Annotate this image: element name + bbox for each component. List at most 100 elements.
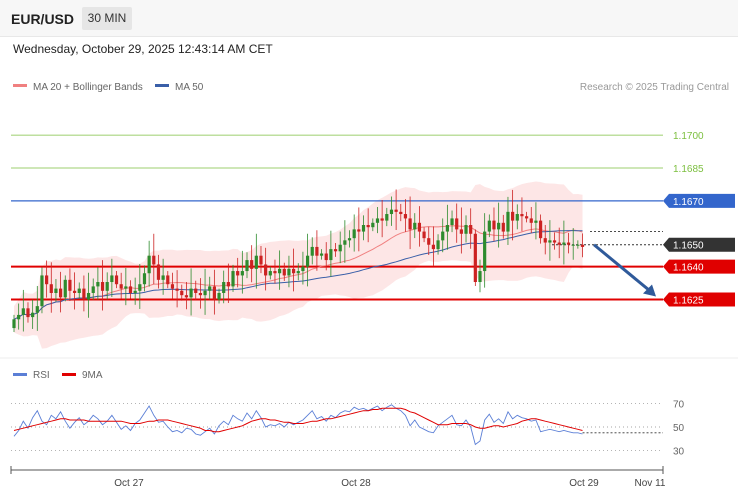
- candle-body: [59, 288, 63, 298]
- candle: [343, 220, 347, 263]
- candle: [305, 233, 310, 287]
- candle-body: [375, 218, 380, 223]
- candle: [198, 278, 202, 309]
- candle: [333, 242, 338, 257]
- candle: [175, 270, 179, 308]
- candle-body: [49, 284, 53, 293]
- candle-body: [534, 220, 538, 223]
- candle-body: [473, 233, 477, 283]
- candle: [557, 227, 561, 259]
- symbol-label: EUR/USD: [11, 11, 75, 27]
- candle: [49, 262, 53, 313]
- candle-body: [459, 229, 463, 234]
- candle: [278, 250, 282, 290]
- candle-body: [72, 290, 77, 293]
- candle-body: [478, 271, 482, 283]
- candle-body: [450, 218, 454, 225]
- candle: [357, 207, 361, 252]
- candle-body: [82, 288, 86, 300]
- candle-body: [329, 249, 333, 261]
- candle-body: [580, 244, 585, 247]
- candle: [226, 263, 230, 303]
- candle: [427, 226, 431, 255]
- timeframe-button[interactable]: 30 MIN: [82, 7, 132, 30]
- candle-body: [310, 246, 314, 256]
- candle-body: [417, 222, 422, 232]
- candle-body: [245, 260, 249, 272]
- candle: [375, 207, 380, 234]
- candle: [236, 257, 240, 288]
- candle: [259, 246, 263, 274]
- candle-body: [538, 220, 543, 239]
- candle-body: [142, 273, 147, 285]
- candle: [580, 233, 585, 258]
- candle: [128, 280, 133, 299]
- candle: [82, 275, 86, 312]
- candle-body: [361, 225, 366, 232]
- candle: [576, 240, 580, 249]
- candle: [552, 232, 557, 250]
- candle-body: [529, 218, 533, 223]
- candle: [31, 299, 35, 329]
- candle-body: [413, 222, 417, 230]
- candle: [445, 204, 449, 250]
- candle-body: [357, 229, 361, 232]
- candle-body: [31, 312, 35, 318]
- candle: [254, 233, 258, 289]
- candle: [91, 278, 95, 301]
- candle-body: [226, 282, 230, 287]
- candle-body: [35, 306, 39, 313]
- candle: [464, 215, 468, 243]
- candle: [525, 211, 529, 223]
- rsi-line: [13, 404, 583, 446]
- candle: [217, 288, 221, 304]
- candle-body: [194, 288, 198, 293]
- candle-body: [394, 209, 398, 212]
- candle-body: [287, 268, 291, 276]
- candle-body: [455, 218, 459, 230]
- candle-body: [152, 255, 156, 265]
- candle: [506, 196, 510, 245]
- candle-body: [347, 238, 352, 241]
- price-level-label: 1.1640: [673, 263, 704, 274]
- candle-body: [566, 242, 571, 245]
- candle-body: [343, 240, 347, 245]
- candle-body: [315, 246, 319, 256]
- candle: [315, 230, 319, 271]
- x-axis-label: Oct 28: [341, 478, 371, 489]
- candle: [114, 271, 119, 289]
- candle-body: [385, 214, 389, 221]
- candle-body: [501, 222, 505, 232]
- candle: [366, 208, 370, 243]
- candle: [133, 277, 137, 305]
- candle: [352, 214, 356, 252]
- candle: [72, 272, 77, 310]
- candle-body: [492, 220, 496, 230]
- candle-body: [557, 242, 561, 245]
- candle: [329, 230, 333, 277]
- candle: [35, 285, 39, 331]
- candle: [208, 276, 212, 300]
- candle-body: [175, 288, 179, 291]
- candle: [86, 272, 91, 318]
- candle: [571, 228, 575, 260]
- candle-body: [110, 275, 114, 283]
- candle-body: [436, 240, 440, 250]
- candle: [54, 278, 58, 302]
- candle: [231, 264, 235, 292]
- candle-body: [469, 225, 473, 234]
- candle-body: [250, 260, 254, 269]
- candle-body: [184, 295, 189, 298]
- candle: [529, 207, 533, 234]
- candle: [250, 245, 254, 283]
- candle-body: [105, 282, 109, 291]
- candle-body: [208, 286, 212, 291]
- candle: [124, 267, 128, 306]
- ma9-legend-label: 9MA: [82, 370, 103, 381]
- price-level-label: 1.1685: [673, 164, 704, 175]
- rsi-lines: [13, 404, 663, 446]
- candle: [189, 268, 193, 316]
- candle-body: [124, 286, 128, 289]
- candle-body: [21, 308, 25, 315]
